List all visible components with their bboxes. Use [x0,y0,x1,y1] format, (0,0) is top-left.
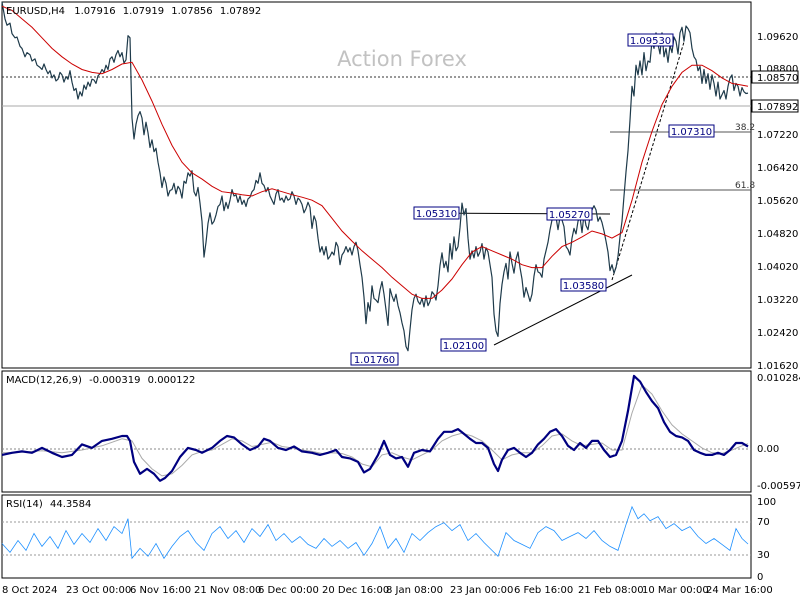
hline-price-label: 1.08570 [757,73,798,84]
time-axis-label: 10 Mar 00:00 [642,585,709,596]
level-box: 1.05270 [546,207,593,221]
time-axis-label: 23 Jan 00:00 [450,585,513,596]
time-axis-label: 20 Dec 16:00 [322,585,389,596]
price-axis-label: 1.07220 [757,130,798,141]
svg-text:EURUSD,H4 1.07916: EURUSD,H4 1.07916 1.07919 1.07856 1.0789… [6,6,261,17]
fib-38-label: 38.2 [735,123,755,133]
fib-dashed-trendline[interactable] [611,41,685,281]
price-axis-label: 1.05620 [757,196,798,207]
macd-panel[interactable] [1,370,752,493]
time-axis-label: 6 Nov 16:00 [130,585,191,596]
price-axis-label: 1.01620 [757,361,798,372]
close-value: 1.07892 [220,6,261,17]
price-line [1,1,749,352]
svg-text:RSI(14) 44.3584: RSI(14) 44.3584 [6,499,91,510]
time-axis: 8 Oct 2024 23 Oct 00:00 6 Nov 16:00 21 N… [2,585,773,596]
level-box: 1.05310 [413,206,460,220]
moving-average-line [1,5,749,299]
symbol-label: EURUSD,H4 [6,6,65,17]
level-box: 1.03580 [560,278,607,292]
rsi-panel[interactable] [1,494,752,579]
time-axis-label: 23 Oct 00:00 [66,585,131,596]
level-box-label: 1.07310 [671,127,712,138]
rising-trendline[interactable] [493,274,633,346]
time-axis-label: 21 Feb 08:00 [578,585,644,596]
rsi-name: RSI(14) [6,499,43,510]
rsi-line [1,505,749,560]
fib-61-label: 61.8 [735,181,755,191]
macd-signal-line [1,384,749,477]
current-price-label: 1.07892 [757,102,798,113]
price-axis-label: 1.09620 [757,32,798,43]
time-axis-label: 24 Mar 16:00 [706,585,773,596]
level-box: 1.07310 [668,124,715,138]
price-panel-header: EURUSD,H4 1.07916 1.07919 1.07856 1.0789… [6,6,261,17]
macd-axis: 0.010284 0.00 -0.00597 [757,373,800,492]
rsi-axis-label: 70 [757,517,770,528]
macd-signal-value: 0.000122 [148,375,196,386]
macd-main-value: -0.000319 [89,375,140,386]
price-axis-label: 1.08800 [757,64,798,75]
level-box-label: 1.02100 [443,341,484,352]
level-box-label: 1.05310 [416,209,457,220]
price-axis-label: 1.06420 [757,163,798,174]
macd-main-line [1,374,749,482]
low-value: 1.07856 [171,6,212,17]
level-box: 1.09530 [627,33,674,47]
rsi-axis-label: 0 [757,572,763,583]
time-axis-label: 8 Jan 08:00 [386,585,443,596]
level-box-label: 1.09530 [630,36,671,47]
time-axis-label: 8 Oct 2024 [2,585,57,596]
level-box-label: 1.03580 [563,281,604,292]
macd-axis-label: -0.00597 [757,481,800,492]
rsi-axis: 100 70 30 0 [757,497,776,583]
level-box: 1.02100 [440,338,487,352]
price-axis-label: 1.04820 [757,229,798,240]
rsi-header: RSI(14) 44.3584 [6,499,91,510]
price-axis-label: 1.02420 [757,328,798,339]
open-value: 1.07916 [74,6,115,17]
rsi-axis-label: 30 [757,550,770,561]
svg-text:MACD(12,26,9) -0.000319: MACD(12,26,9) -0.000319 0.000122 [6,375,195,386]
level-box-label: 1.05270 [549,210,590,221]
macd-header: MACD(12,26,9) -0.000319 0.000122 [6,375,195,386]
watermark: Action Forex [337,47,467,71]
high-value: 1.07919 [123,6,164,17]
time-axis-label: 21 Nov 08:00 [194,585,261,596]
current-price-marker: 1.07892 [751,99,799,113]
macd-name: MACD(12,26,9) [6,375,82,386]
macd-axis-label: 0.010284 [757,373,800,384]
rsi-value: 44.3584 [50,499,91,510]
price-axis-label: 1.04020 [757,262,798,273]
hline-price-marker: 1.08570 [751,70,799,84]
macd-axis-label: 0.00 [757,444,779,455]
rsi-axis-label: 100 [757,497,776,508]
time-axis-label: 6 Feb 16:00 [514,585,573,596]
price-axis: 1.09620 1.08800 1.07220 1.06420 1.05620 … [757,32,798,372]
level-box-label: 1.01760 [354,355,395,366]
price-axis-label: 1.03220 [757,295,798,306]
time-axis-label: 6 Dec 00:00 [258,585,319,596]
level-box: 1.01760 [350,352,399,366]
